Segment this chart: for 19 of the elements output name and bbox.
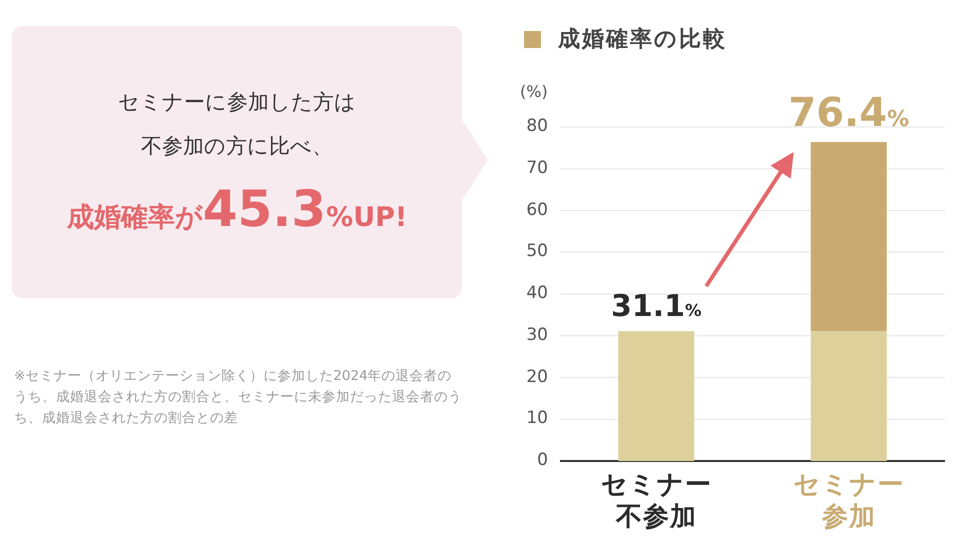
text: セミナーに参加した方は xyxy=(117,89,357,116)
y-tick-label: 80 xyxy=(525,116,548,136)
text: 成婚確率が45.3%UP! xyxy=(66,180,408,238)
legend-label: 成婚確率の比較 xyxy=(558,26,727,54)
y-axis-title: (%) xyxy=(520,82,548,101)
y-tick-label: 10 xyxy=(525,408,548,428)
text: ※セミナー（オリエンテーション除く）に参加した2024年の退会者のうち、成婚退会された方の割合と、セミナーに未参加だった退会者のうち、成婚退会された方の割合との差 xyxy=(14,367,463,428)
y-tick-label: 60 xyxy=(525,200,548,220)
y-tick-label: 40 xyxy=(525,283,548,303)
y-tick-label: 50 xyxy=(525,241,548,262)
y-tick-label: 70 xyxy=(525,158,548,178)
y-tick-label: 30 xyxy=(525,324,548,345)
total-label: 76.4% xyxy=(788,90,910,136)
x-tick-label: セミナー参加 xyxy=(792,469,905,533)
text: 不参加の方に比べ、 xyxy=(140,133,334,160)
y-tick-label: 20 xyxy=(525,366,548,386)
total-label: 31.1% xyxy=(610,289,702,324)
y-tick-label: 0 xyxy=(536,450,548,470)
x-tick-label: セミナー不参加 xyxy=(600,469,712,533)
